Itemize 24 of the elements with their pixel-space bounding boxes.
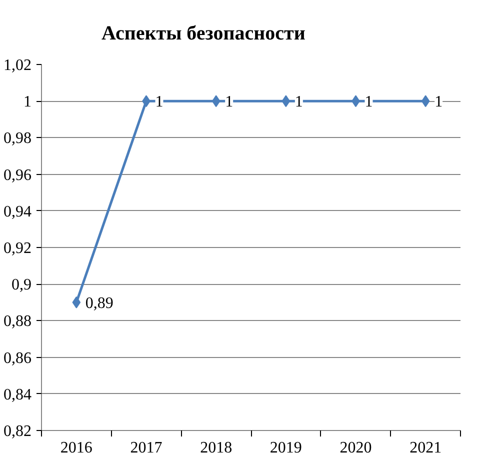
data-label: 1	[155, 94, 164, 111]
x-tick-label: 2016	[60, 440, 92, 456]
y-tick-label: 0,82	[4, 423, 32, 440]
y-tick-label: 0,88	[4, 313, 32, 330]
x-tick-label: 2020	[340, 440, 372, 456]
y-tick-label: 0,86	[4, 350, 32, 367]
y-tick-label: 0,98	[4, 130, 32, 148]
y-tick-label: 0,84	[4, 386, 32, 404]
data-label: 1	[434, 94, 443, 111]
y-tick-label: 0,94	[4, 203, 32, 220]
data-label: 1	[294, 94, 303, 111]
x-tick-label: 2017	[130, 440, 162, 456]
data-label: 1	[225, 94, 234, 111]
x-tick-label: 2019	[270, 440, 302, 456]
y-tick-label: 1,02	[4, 57, 32, 74]
x-tick-label: 2018	[200, 440, 232, 456]
y-tick-label: 0,9	[12, 276, 32, 294]
y-tick-label: 0,92	[4, 240, 32, 257]
y-tick-label: 0,96	[4, 166, 32, 184]
data-label: 0,89	[85, 294, 114, 312]
x-tick-label: 2021	[410, 440, 442, 456]
chart-title: Аспекты безопасности	[102, 22, 306, 44]
data-label: 1	[364, 94, 373, 111]
y-tick-label: 1	[24, 94, 32, 111]
